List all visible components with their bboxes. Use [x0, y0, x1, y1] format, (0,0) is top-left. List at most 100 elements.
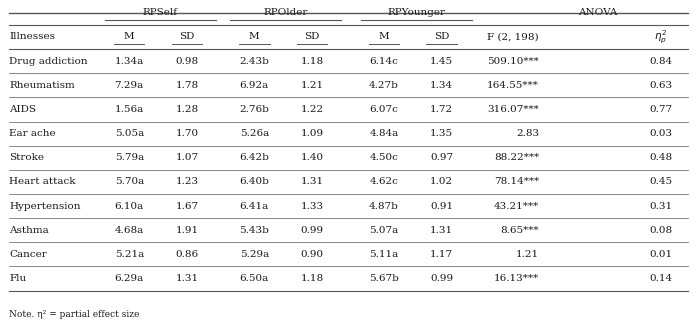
Text: 1.17: 1.17: [430, 250, 453, 259]
Text: 4.84a: 4.84a: [370, 129, 399, 138]
Text: 0.31: 0.31: [649, 202, 672, 211]
Text: 1.34a: 1.34a: [115, 57, 144, 66]
Text: AIDS: AIDS: [9, 105, 36, 114]
Text: RPYounger: RPYounger: [387, 8, 445, 17]
Text: 8.65***: 8.65***: [500, 226, 539, 235]
Text: 1.09: 1.09: [300, 129, 324, 138]
Text: 0.99: 0.99: [430, 274, 453, 283]
Text: 2.76b: 2.76b: [239, 105, 269, 114]
Text: 5.79a: 5.79a: [115, 153, 144, 162]
Text: 1.31: 1.31: [430, 226, 453, 235]
Text: 0.91: 0.91: [430, 202, 453, 211]
Text: Drug addiction: Drug addiction: [9, 57, 88, 66]
Text: 0.90: 0.90: [300, 250, 324, 259]
Text: 1.28: 1.28: [175, 105, 198, 114]
Text: 0.48: 0.48: [649, 153, 672, 162]
Text: 43.21***: 43.21***: [494, 202, 539, 211]
Text: 4.62c: 4.62c: [370, 177, 399, 187]
Text: Heart attack: Heart attack: [9, 177, 76, 187]
Text: 2.83: 2.83: [516, 129, 539, 138]
Text: 0.45: 0.45: [649, 177, 672, 187]
Text: F (2, 198): F (2, 198): [487, 32, 539, 41]
Text: ANOVA: ANOVA: [578, 8, 618, 17]
Text: 5.11a: 5.11a: [370, 250, 399, 259]
Text: 0.98: 0.98: [175, 57, 198, 66]
Text: 5.67b: 5.67b: [369, 274, 399, 283]
Text: Flu: Flu: [9, 274, 26, 283]
Text: 6.42b: 6.42b: [239, 153, 269, 162]
Text: 4.50c: 4.50c: [370, 153, 399, 162]
Text: 1.31: 1.31: [175, 274, 198, 283]
Text: 0.97: 0.97: [430, 153, 453, 162]
Text: Hypertension: Hypertension: [9, 202, 81, 211]
Text: 5.05a: 5.05a: [115, 129, 144, 138]
Text: 0.01: 0.01: [649, 250, 672, 259]
Text: 6.10a: 6.10a: [115, 202, 144, 211]
Text: Illnesses: Illnesses: [9, 32, 55, 41]
Text: 1.22: 1.22: [300, 105, 324, 114]
Text: 0.77: 0.77: [649, 105, 672, 114]
Text: 316.07***: 316.07***: [487, 105, 539, 114]
Text: 1.31: 1.31: [300, 177, 324, 187]
Text: Asthma: Asthma: [9, 226, 49, 235]
Text: 0.99: 0.99: [300, 226, 324, 235]
Text: 6.41a: 6.41a: [239, 202, 269, 211]
Text: Cancer: Cancer: [9, 250, 47, 259]
Text: 1.78: 1.78: [175, 81, 198, 90]
Text: 0.03: 0.03: [649, 129, 672, 138]
Text: 0.84: 0.84: [649, 57, 672, 66]
Text: 5.07a: 5.07a: [370, 226, 399, 235]
Text: 78.14***: 78.14***: [494, 177, 539, 187]
Text: M: M: [379, 32, 390, 41]
Text: 4.27b: 4.27b: [369, 81, 399, 90]
Text: 509.10***: 509.10***: [487, 57, 539, 66]
Text: 5.26a: 5.26a: [239, 129, 269, 138]
Text: 6.14c: 6.14c: [370, 57, 399, 66]
Text: 1.18: 1.18: [300, 57, 324, 66]
Text: 6.07c: 6.07c: [370, 105, 399, 114]
Text: 1.21: 1.21: [300, 81, 324, 90]
Text: 5.29a: 5.29a: [239, 250, 269, 259]
Text: 1.40: 1.40: [300, 153, 324, 162]
Text: SD: SD: [179, 32, 195, 41]
Text: Rheumatism: Rheumatism: [9, 81, 74, 90]
Text: Stroke: Stroke: [9, 153, 44, 162]
Text: 0.63: 0.63: [649, 81, 672, 90]
Text: 6.50a: 6.50a: [239, 274, 269, 283]
Text: Note. η² = partial effect size: Note. η² = partial effect size: [9, 310, 139, 319]
Text: 0.14: 0.14: [649, 274, 672, 283]
Text: 1.21: 1.21: [516, 250, 539, 259]
Text: 1.45: 1.45: [430, 57, 453, 66]
Text: 7.29a: 7.29a: [115, 81, 144, 90]
Text: 1.23: 1.23: [175, 177, 198, 187]
Text: 88.22***: 88.22***: [494, 153, 539, 162]
Text: 1.34: 1.34: [430, 81, 453, 90]
Text: M: M: [249, 32, 260, 41]
Text: 1.72: 1.72: [430, 105, 453, 114]
Text: 4.68a: 4.68a: [115, 226, 144, 235]
Text: 16.13***: 16.13***: [494, 274, 539, 283]
Text: RPOlder: RPOlder: [263, 8, 308, 17]
Text: 6.29a: 6.29a: [115, 274, 144, 283]
Text: 1.67: 1.67: [175, 202, 198, 211]
Text: M: M: [124, 32, 134, 41]
Text: 0.86: 0.86: [175, 250, 198, 259]
Text: 1.02: 1.02: [430, 177, 453, 187]
Text: 5.70a: 5.70a: [115, 177, 144, 187]
Text: $\eta_p^2$: $\eta_p^2$: [654, 28, 667, 46]
Text: 1.33: 1.33: [300, 202, 324, 211]
Text: 4.87b: 4.87b: [369, 202, 399, 211]
Text: 5.21a: 5.21a: [115, 250, 144, 259]
Text: 5.43b: 5.43b: [239, 226, 269, 235]
Text: 1.91: 1.91: [175, 226, 198, 235]
Text: SD: SD: [304, 32, 319, 41]
Text: 0.08: 0.08: [649, 226, 672, 235]
Text: 164.55***: 164.55***: [487, 81, 539, 90]
Text: 1.07: 1.07: [175, 153, 198, 162]
Text: 1.35: 1.35: [430, 129, 453, 138]
Text: SD: SD: [434, 32, 450, 41]
Text: 1.56a: 1.56a: [115, 105, 144, 114]
Text: 1.18: 1.18: [300, 274, 324, 283]
Text: 6.40b: 6.40b: [239, 177, 269, 187]
Text: 1.70: 1.70: [175, 129, 198, 138]
